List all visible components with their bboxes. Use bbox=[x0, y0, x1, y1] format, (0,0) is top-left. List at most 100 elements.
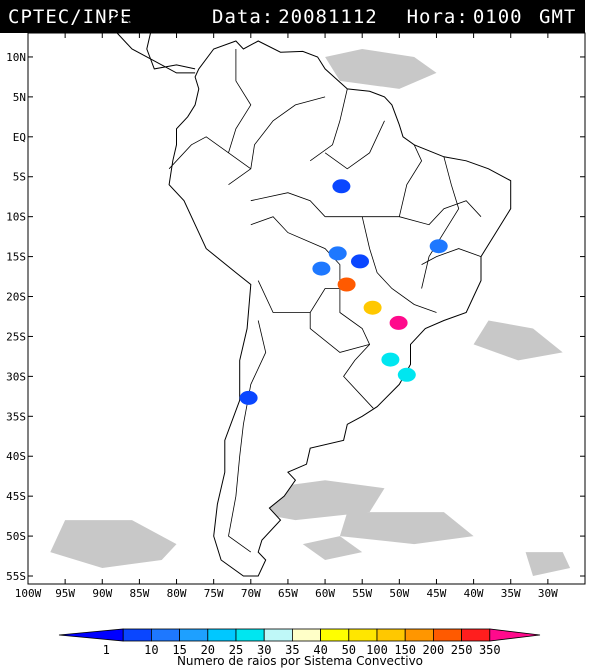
lat-tick-label: 50S bbox=[6, 530, 26, 543]
convective-system-marker bbox=[397, 367, 416, 382]
colorbar-segment bbox=[122, 628, 152, 642]
colorbar-label: 50 bbox=[342, 643, 356, 657]
colorbar-label: 200 bbox=[423, 643, 445, 657]
colorbar-segment bbox=[376, 628, 406, 642]
lat-tick-label: EQ bbox=[13, 131, 26, 144]
lon-tick-label: 75W bbox=[204, 587, 224, 600]
colorbar-label: 20 bbox=[201, 643, 215, 657]
convective-systems-layer bbox=[239, 179, 448, 405]
map-header: CPTEC/INPE Data: 20081112 Hora: 0100 GMT bbox=[0, 0, 585, 33]
cloud-patch bbox=[525, 552, 571, 576]
lat-tick-label: 10N bbox=[6, 51, 26, 64]
lat-tick-label: 30S bbox=[6, 370, 26, 383]
colorbar-label: 40 bbox=[313, 643, 327, 657]
convective-system-marker bbox=[328, 246, 347, 261]
lat-tick-label: 45S bbox=[6, 490, 26, 503]
map-frame bbox=[27, 32, 586, 585]
datetime-label: Data: 20081112 Hora: 0100 GMT bbox=[212, 6, 580, 28]
colorbar-label: 10 bbox=[144, 643, 158, 657]
cloud-patch bbox=[302, 536, 363, 560]
border-line bbox=[228, 96, 326, 186]
lon-tick-label: 50W bbox=[389, 587, 409, 600]
border-line bbox=[324, 120, 385, 170]
border-line bbox=[250, 192, 326, 217]
convective-system-marker bbox=[239, 390, 258, 405]
time-label: Hora: bbox=[406, 6, 469, 28]
colorbar-label: 35 bbox=[285, 643, 299, 657]
border-line bbox=[309, 312, 370, 353]
colorbar-segment bbox=[320, 628, 350, 642]
convective-system-marker bbox=[332, 179, 351, 194]
lat-tick-label: 25S bbox=[6, 330, 26, 343]
colorbar-segment bbox=[58, 628, 124, 642]
land-layer bbox=[101, 12, 512, 577]
convective-system-marker bbox=[351, 254, 369, 269]
border-line bbox=[228, 49, 252, 153]
lat-tick-label: 35S bbox=[6, 410, 26, 423]
convective-system-marker bbox=[337, 277, 356, 292]
lon-tick-label: 90W bbox=[92, 587, 112, 600]
date-label: Data: bbox=[212, 6, 275, 28]
colorbar-title: Numero de raios por Sistema Convectivo bbox=[176, 654, 424, 668]
timezone-label: GMT bbox=[539, 6, 577, 28]
colorbar-segment bbox=[404, 628, 434, 642]
convective-system-marker bbox=[389, 315, 408, 330]
lon-tick-label: 45W bbox=[427, 587, 447, 600]
source-label: CPTEC/INPE bbox=[8, 6, 133, 28]
colorbar-label: 350 bbox=[479, 643, 501, 657]
date-value: 20081112 bbox=[278, 6, 378, 28]
colorbar-segment bbox=[235, 628, 265, 642]
convective-system-marker bbox=[429, 239, 448, 254]
colorbar-label: 30 bbox=[257, 643, 271, 657]
colorbar-segment bbox=[207, 628, 237, 642]
border-line bbox=[257, 280, 340, 313]
colorbar-segment bbox=[291, 628, 321, 642]
lon-tick-label: 70W bbox=[241, 587, 261, 600]
colorbar-segment bbox=[348, 628, 378, 642]
lon-tick-label: 35W bbox=[501, 587, 521, 600]
border-line bbox=[421, 156, 460, 289]
cloud-patch bbox=[473, 320, 563, 361]
axis-ticks: 10N 5N EQ 5S 10S 15S 20S 25S 30S 35S 40S 45S 50S 55S 1… bbox=[6, 33, 585, 600]
lat-tick-label: 15S bbox=[6, 251, 26, 264]
lat-tick-label: 20S bbox=[6, 291, 26, 304]
border-line bbox=[250, 216, 374, 409]
lon-tick-label: 80W bbox=[167, 587, 187, 600]
convective-system-marker bbox=[363, 300, 382, 315]
cloud-patch bbox=[50, 520, 177, 568]
lon-tick-label: 85W bbox=[129, 587, 149, 600]
cloud-patch bbox=[339, 512, 474, 545]
colorbar-label: 25 bbox=[229, 643, 243, 657]
colorbar-label: 250 bbox=[451, 643, 473, 657]
lat-tick-label: 10S bbox=[6, 211, 26, 224]
lat-tick-label: 40S bbox=[6, 450, 26, 463]
border-line bbox=[361, 216, 437, 313]
lon-tick-label: 40W bbox=[464, 587, 484, 600]
lon-tick-label: 100W bbox=[15, 587, 42, 600]
convective-system-marker bbox=[312, 261, 331, 276]
lat-tick-label: 5N bbox=[13, 91, 26, 104]
time-value: 0100 bbox=[472, 6, 523, 28]
colorbar-label: 100 bbox=[366, 643, 388, 657]
lat-tick-label: 55S bbox=[6, 570, 26, 583]
colorbar-segment bbox=[150, 628, 180, 642]
cloud-patch bbox=[325, 49, 437, 89]
colorbar-segment bbox=[179, 628, 209, 642]
border-line bbox=[228, 320, 267, 553]
lon-tick-label: 60W bbox=[315, 587, 335, 600]
border-line bbox=[168, 136, 252, 170]
colorbar-segment bbox=[263, 628, 293, 642]
colorbar-label: 1 bbox=[103, 643, 110, 657]
colorbar-segment bbox=[461, 628, 491, 642]
colorbar-label: 150 bbox=[394, 643, 416, 657]
border-line bbox=[421, 248, 482, 265]
lat-tick-label: 5S bbox=[13, 171, 26, 184]
central-america-outline bbox=[101, 12, 196, 74]
colorbar-segment bbox=[489, 628, 541, 642]
lon-tick-label: 55W bbox=[352, 587, 372, 600]
border-line bbox=[309, 88, 348, 162]
lon-tick-label: 30W bbox=[538, 587, 558, 600]
colorbar: 1 10 15 20 25 30 35 40 50 100 150 200 250 350 bbox=[58, 628, 541, 657]
colorbar-label: 15 bbox=[172, 643, 186, 657]
